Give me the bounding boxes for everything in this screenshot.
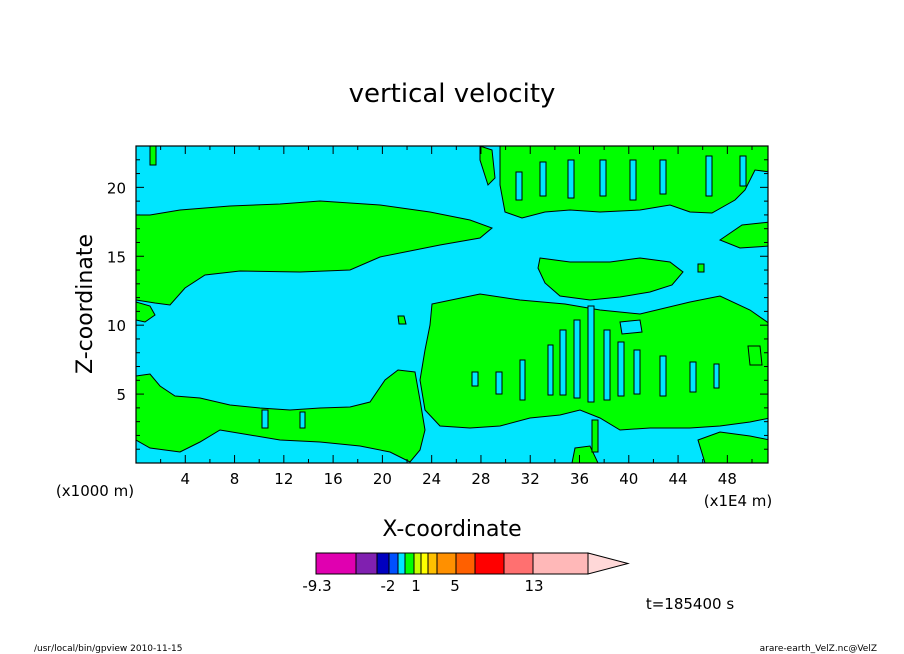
plot-frame: [135, 145, 769, 464]
contour-region: [739, 155, 747, 187]
colorbar-swatch: [376, 552, 390, 575]
contour-region: [547, 344, 554, 396]
colorbar-swatch: [315, 552, 357, 575]
contour-region: [136, 301, 156, 323]
contour-region: [479, 146, 496, 186]
footer-left: /usr/local/bin/gpview 2010-11-15: [34, 644, 182, 654]
contour-region: [659, 355, 667, 397]
x-tick-label: 4: [181, 470, 191, 488]
x-tick-label: 48: [718, 470, 737, 488]
x-units-left: (x1000 m): [56, 482, 134, 500]
contour-region: [495, 371, 503, 395]
y-tick-label: 20: [107, 179, 126, 197]
colorbar-label: 13: [524, 577, 543, 595]
colorbar-swatch: [355, 552, 378, 575]
colorbar-swatch: [503, 552, 534, 575]
x-tick-label: 28: [471, 470, 490, 488]
y-tick-label: 5: [116, 386, 126, 404]
x-tick-label: 8: [230, 470, 240, 488]
y-axis-ticks: 5 10 15 20: [107, 159, 768, 450]
contour-region: [591, 419, 599, 453]
contour-region: [619, 319, 643, 335]
contour-region: [559, 329, 567, 396]
x-tick-label: 24: [422, 470, 441, 488]
contour-region: [537, 257, 684, 301]
x-axis-label: X-coordinate: [382, 517, 521, 542]
y-tick-label: 15: [107, 248, 126, 266]
colorbar-swatch: [404, 552, 415, 575]
y-tick-label: 10: [107, 317, 126, 335]
contour-region: [689, 361, 697, 393]
colorbar-swatch: [436, 552, 457, 575]
contour-region: [539, 161, 547, 197]
contour-region: [567, 159, 575, 199]
colorbar-swatch: [397, 552, 406, 575]
contour-region: [629, 159, 637, 201]
colorbar-swatch: [532, 552, 589, 575]
contour-region: [633, 349, 641, 395]
x-tick-label: 44: [669, 470, 688, 488]
contour-region: [573, 319, 581, 399]
x-tick-label: 20: [373, 470, 392, 488]
colorbar-label: 5: [450, 577, 460, 595]
contour-regions: [136, 146, 768, 463]
colorbar-swatch: [474, 552, 505, 575]
colorbar-label: 1: [411, 577, 421, 595]
contour-region: [697, 263, 705, 273]
x-axis-ticks: 4 8 12 16 20 24 28 32 36 40 44 48: [160, 146, 753, 488]
x-units-right: (x1E4 m): [704, 492, 773, 510]
colorbar-swatch: [388, 552, 399, 575]
colorbar: [315, 552, 630, 575]
x-tick-label: 12: [274, 470, 293, 488]
contour-region: [471, 371, 479, 387]
contour-region: [587, 305, 595, 403]
contour-region: [261, 409, 269, 429]
colorbar-swatch: [427, 552, 438, 575]
contour-region: [599, 159, 607, 197]
x-tick-label: 36: [570, 470, 589, 488]
contour-region: [136, 369, 426, 463]
x-tick-label: 40: [619, 470, 638, 488]
contour-region: [617, 341, 625, 397]
contour-region: [659, 159, 667, 195]
contour-region: [299, 411, 306, 429]
colorbar-labels: -9.3 -2 1 5 13: [302, 577, 543, 595]
contour-region: [515, 171, 523, 201]
time-label: t=185400 s: [646, 595, 734, 613]
contour-region: [149, 146, 157, 166]
footer-right: arare-earth_VelZ.nc@VelZ: [760, 644, 877, 654]
contour-region: [136, 200, 493, 306]
colorbar-label: -2: [381, 577, 396, 595]
x-tick-label: 16: [324, 470, 343, 488]
y-axis-label: Z-coordinate: [73, 234, 98, 374]
chart-title: vertical velocity: [349, 79, 556, 109]
contour-region: [705, 155, 713, 197]
contour-region: [718, 221, 768, 249]
colorbar-arrow: [587, 552, 630, 575]
colorbar-swatch: [413, 552, 422, 575]
contour-region: [713, 363, 720, 389]
colorbar-label: -9.3: [302, 577, 331, 595]
x-tick-label: 32: [521, 470, 540, 488]
contour-region: [603, 329, 611, 401]
contour-region: [419, 293, 768, 431]
contour-region: [519, 359, 526, 401]
contour-region: [397, 315, 407, 325]
colorbar-swatch: [420, 552, 429, 575]
contour-region: [747, 345, 763, 366]
contour-region: [697, 431, 768, 463]
colorbar-swatch: [455, 552, 476, 575]
